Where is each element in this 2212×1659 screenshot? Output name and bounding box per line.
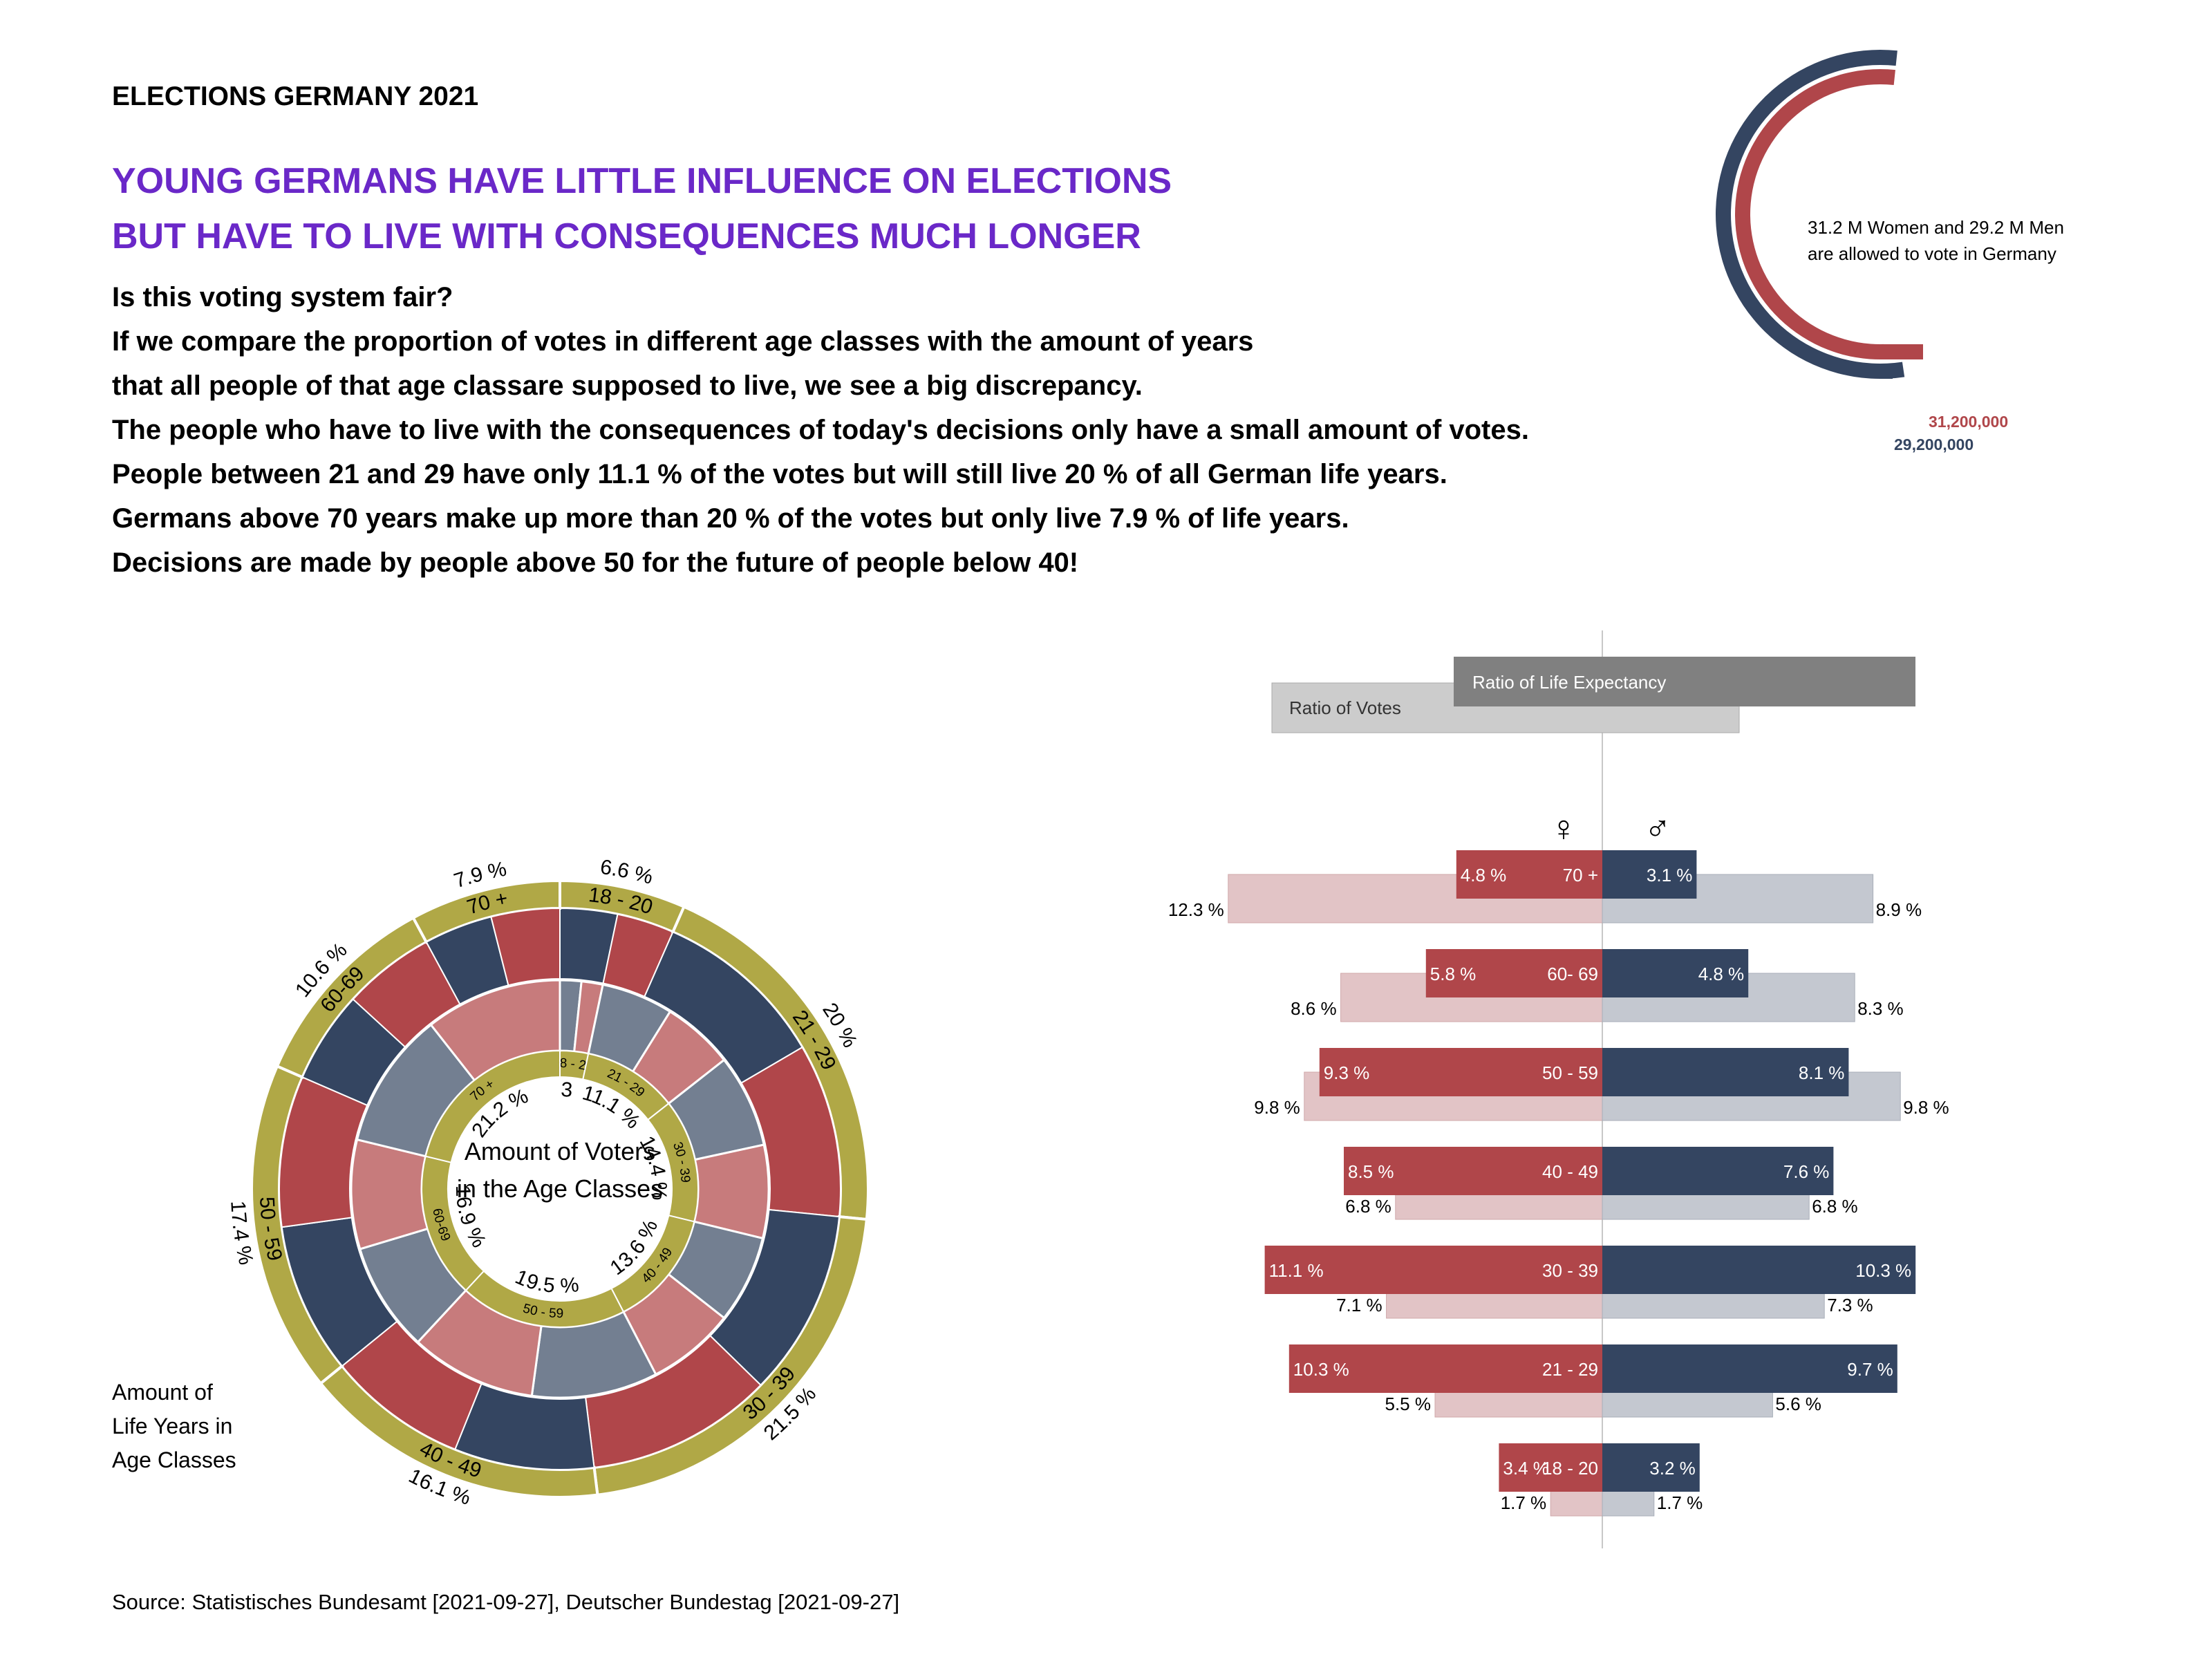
donut-center-title: in the Age Classes xyxy=(457,1174,663,1203)
body-line-7: Decisions are made by people above 50 fo… xyxy=(112,547,1079,578)
female-votes-bar xyxy=(1425,949,1602,997)
male-life-label: 9.8 % xyxy=(1903,1097,1949,1118)
age-class-label: 30 - 39 xyxy=(1542,1260,1598,1281)
body-line-1: Is this voting system fair? xyxy=(112,282,453,312)
men-value-label: 29,200,000 xyxy=(1894,435,1974,453)
female-life-label: 12.3 % xyxy=(1168,899,1224,920)
male-life-label: 1.7 % xyxy=(1657,1492,1703,1513)
female-votes-label: 11.1 % xyxy=(1269,1260,1324,1281)
male-votes-bar xyxy=(1602,1443,1700,1492)
female-votes-bar xyxy=(1456,850,1602,899)
age-class-label: 18 - 20 xyxy=(1542,1458,1598,1479)
male-votes-label: 10.3 % xyxy=(1855,1260,1911,1281)
legend-votes-label: Ratio of Votes xyxy=(1289,697,1401,718)
male-votes-bar xyxy=(1602,949,1749,997)
female-votes-bar xyxy=(1264,1246,1602,1294)
male-life-label: 7.3 % xyxy=(1827,1295,1873,1315)
male-votes-bar xyxy=(1602,850,1697,899)
source-note: Source: Statistisches Bundesamt [2021-09… xyxy=(112,1590,900,1614)
male-life-label: 5.6 % xyxy=(1775,1394,1821,1414)
semicircle-annotation: 31.2 M Women and 29.2 M Men xyxy=(1808,217,2064,238)
women-arc-top xyxy=(1880,69,1895,86)
inner-percent-label-path: 19.5 % xyxy=(512,1266,580,1298)
body-line-2: If we compare the proportion of votes in… xyxy=(112,326,1254,357)
male-votes-bar xyxy=(1602,1246,1916,1294)
age-class-label: 50 - 59 xyxy=(1542,1062,1598,1083)
male-life-label: 6.8 % xyxy=(1812,1196,1858,1217)
outer-female-segment xyxy=(490,907,561,986)
male-votes-bar xyxy=(1602,1344,1897,1393)
age-class-label: 70 + xyxy=(1563,865,1598,885)
male-votes-label: 3.2 % xyxy=(1649,1458,1696,1479)
female-votes-bar xyxy=(1344,1147,1602,1195)
supertitle: ELECTIONS GERMANY 2021 xyxy=(112,82,479,111)
inner-female-segment xyxy=(350,1138,429,1250)
male-symbol: ♂ xyxy=(1644,809,1671,849)
female-life-label: 5.5 % xyxy=(1385,1394,1432,1414)
age-class-label: 21 - 29 xyxy=(1542,1359,1598,1380)
legend-life-swatch xyxy=(1454,657,1915,706)
male-life-label: 8.3 % xyxy=(1857,998,1904,1019)
female-votes-label: 3.4 % xyxy=(1503,1458,1549,1479)
legend-life-label: Ratio of Life Expectancy xyxy=(1472,672,1666,693)
female-life-label: 9.8 % xyxy=(1254,1097,1300,1118)
female-life-label: 7.1 % xyxy=(1336,1295,1382,1315)
male-votes-label: 3.1 % xyxy=(1647,865,1693,885)
life-years-caption: Amount of Life Years in Age Classes xyxy=(112,1376,292,1477)
male-votes-bar xyxy=(1602,1048,1849,1096)
male-life-label: 8.9 % xyxy=(1876,899,1922,920)
female-votes-label: 9.3 % xyxy=(1324,1062,1370,1083)
caption-line: Life Years in xyxy=(112,1414,233,1438)
inner-percent-label: 19.5 % xyxy=(512,1266,580,1298)
female-votes-label: 5.8 % xyxy=(1430,964,1477,984)
female-votes-bar xyxy=(1319,1048,1602,1096)
female-life-label: 1.7 % xyxy=(1501,1492,1547,1513)
headline-line-2: BUT HAVE TO LIVE WITH CONSEQUENCES MUCH … xyxy=(112,216,1141,256)
female-votes-label: 10.3 % xyxy=(1293,1359,1349,1380)
male-votes-label: 9.7 % xyxy=(1847,1359,1893,1380)
female-votes-bar xyxy=(1499,1443,1602,1492)
male-votes-label: 4.8 % xyxy=(1698,964,1745,984)
female-life-label: 6.8 % xyxy=(1345,1196,1391,1217)
donut-center-title: Amount of Voters xyxy=(465,1137,655,1165)
female-votes-label: 8.5 % xyxy=(1348,1161,1394,1182)
male-votes-label: 8.1 % xyxy=(1799,1062,1845,1083)
age-class-label: 60- 69 xyxy=(1547,964,1598,984)
female-votes-label: 4.8 % xyxy=(1461,865,1507,885)
male-votes-label: 7.6 % xyxy=(1783,1161,1830,1182)
body-line-6: Germans above 70 years make up more than… xyxy=(112,503,1349,534)
female-symbol: ♀ xyxy=(1550,809,1577,849)
headline-line-1: YOUNG GERMANS HAVE LITTLE INFLUENCE ON E… xyxy=(112,161,1172,201)
body-line-4: The people who have to live with the con… xyxy=(112,415,1529,445)
body-line-5: People between 21 and 29 have only 11.1 … xyxy=(112,459,1447,489)
age-pyramid-chart: Ratio of Votes Ratio of Life Expectancy ♀ ♂… xyxy=(1168,630,1949,1548)
body-line-3: that all people of that age classare sup… xyxy=(112,371,1143,401)
men-arc-tail xyxy=(1880,364,1893,379)
age-class-label: 40 - 49 xyxy=(1542,1161,1598,1182)
female-votes-bar xyxy=(1288,1344,1602,1393)
women-value-label: 31,200,000 xyxy=(1929,413,2008,431)
female-life-label: 8.6 % xyxy=(1291,998,1337,1019)
men-arc-top xyxy=(1880,50,1897,66)
inner-olive-segment xyxy=(424,1049,561,1163)
women-arc xyxy=(1735,69,1884,359)
caption-line: Age Classes xyxy=(112,1447,236,1472)
caption-line: Amount of xyxy=(112,1380,213,1405)
semicircle-annotation: are allowed to vote in Germany xyxy=(1808,243,2056,264)
women-arc-tail xyxy=(1880,344,1923,359)
male-votes-bar xyxy=(1602,1147,1834,1195)
semicircle-chart: 31.2 M Women and 29.2 M Men are allowed t… xyxy=(1716,50,2064,453)
